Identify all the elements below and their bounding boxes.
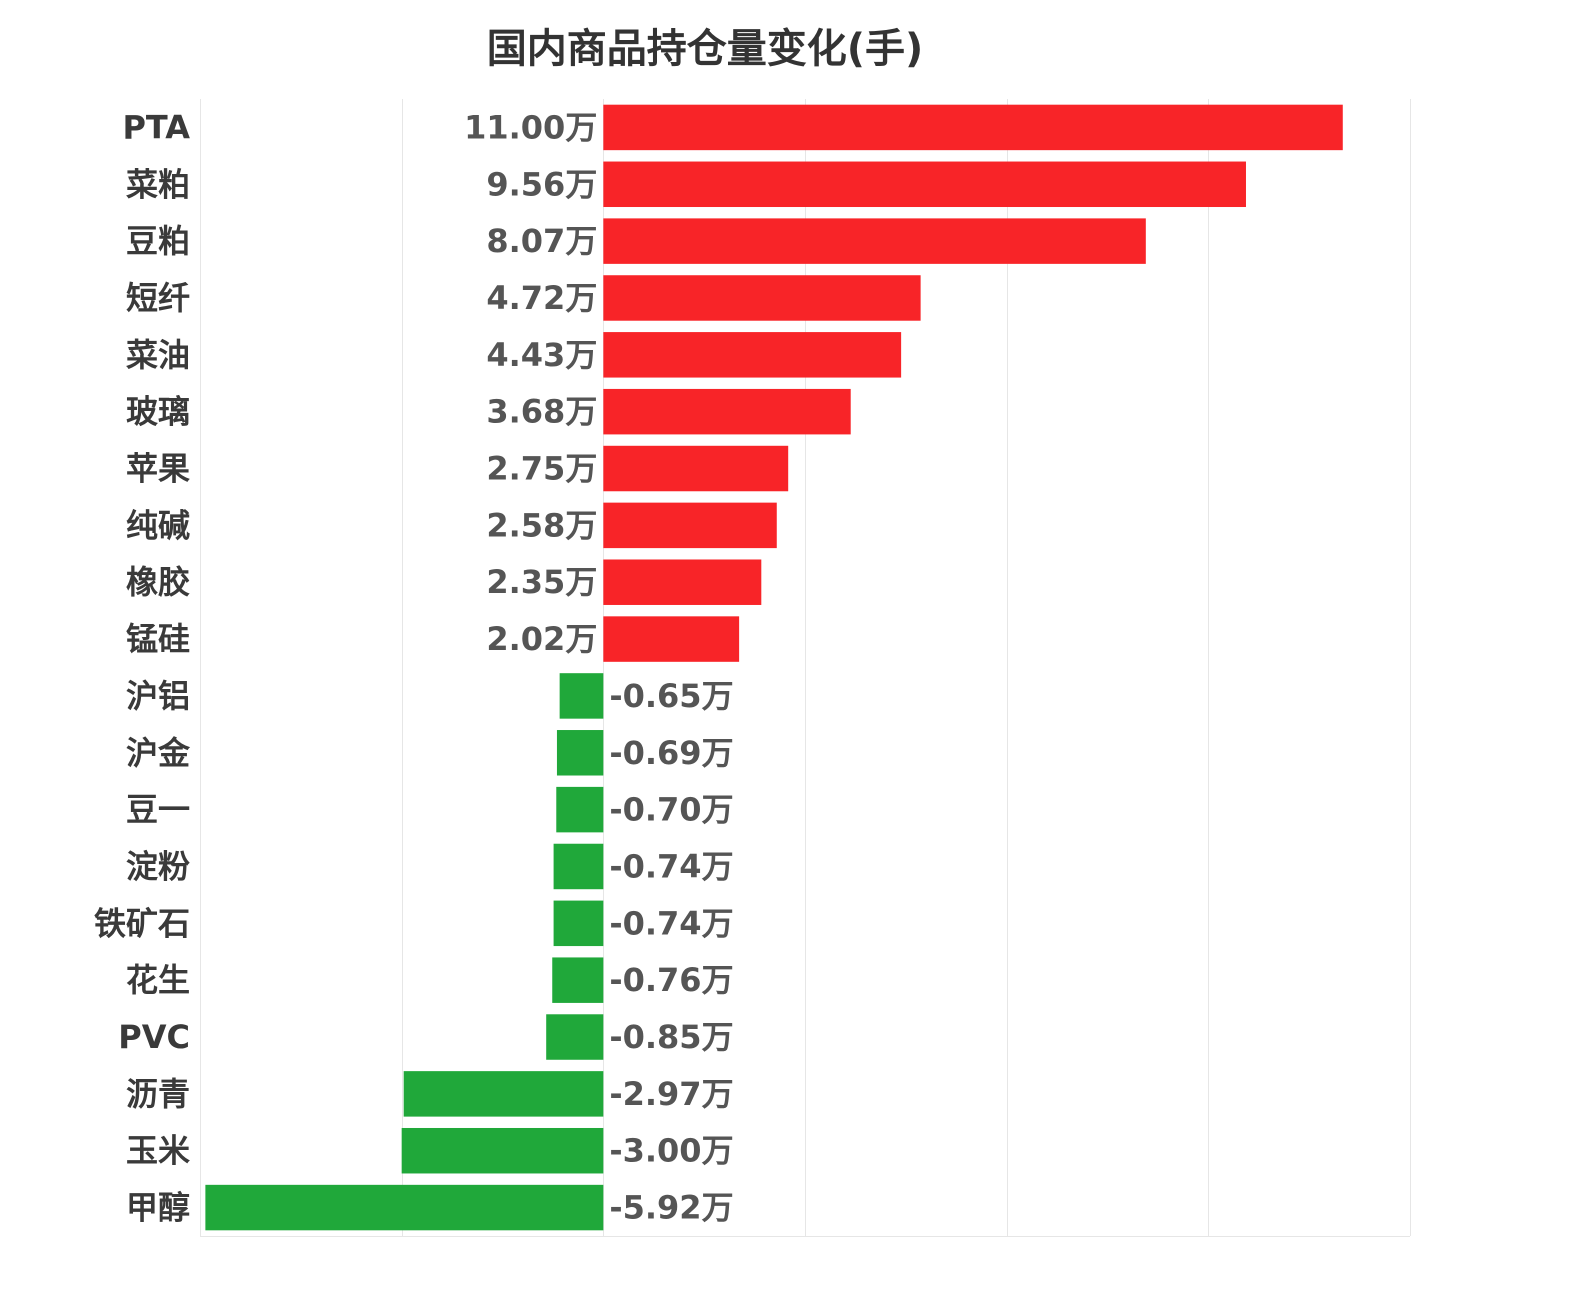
bar <box>553 843 604 890</box>
bar <box>603 104 1343 151</box>
chart-title: 国内商品持仓量变化(手) <box>486 26 924 72</box>
category-label: 菜油 <box>126 336 190 374</box>
bar <box>553 900 604 947</box>
category-label: 沥青 <box>126 1075 190 1113</box>
data-label: -0.70万 <box>609 791 733 829</box>
data-label: 8.07万 <box>486 222 597 260</box>
bar <box>403 1071 604 1117</box>
category-label: 沪金 <box>126 734 191 772</box>
category-label: PTA <box>122 108 190 146</box>
data-label: -2.97万 <box>609 1075 733 1113</box>
data-label: -0.85万 <box>609 1018 733 1056</box>
data-label: -5.92万 <box>609 1189 733 1227</box>
bar <box>603 616 740 662</box>
data-label: -0.74万 <box>609 904 733 942</box>
bar <box>603 218 1146 264</box>
bar <box>552 957 604 1003</box>
data-label: -0.76万 <box>609 961 733 999</box>
category-label: 纯碱 <box>126 506 190 544</box>
category-label: 玉米 <box>126 1132 190 1170</box>
category-label: 橡胶 <box>126 563 190 601</box>
bar <box>603 559 762 605</box>
category-label: 锰硅 <box>126 620 190 658</box>
category-label: 豆粕 <box>126 222 190 260</box>
bar <box>556 786 604 833</box>
data-label: 4.43万 <box>486 336 597 374</box>
data-label: -0.74万 <box>609 847 733 885</box>
category-label: 沪铝 <box>126 677 190 715</box>
data-label: -0.69万 <box>609 734 733 772</box>
bar <box>603 445 789 492</box>
bar <box>546 1014 604 1060</box>
bar <box>205 1184 604 1231</box>
data-label: 11.00万 <box>464 108 597 146</box>
data-label: 2.75万 <box>486 450 597 488</box>
bar <box>603 161 1246 208</box>
bar <box>603 502 777 549</box>
category-label: 淀粉 <box>126 847 190 885</box>
category-label: 菜粕 <box>126 165 190 203</box>
category-label: 苹果 <box>126 450 190 488</box>
bar <box>401 1127 604 1174</box>
data-label: 4.72万 <box>486 279 597 317</box>
bar <box>603 275 921 321</box>
category-label: 甲醇 <box>126 1189 190 1227</box>
bar <box>559 673 604 719</box>
data-label: 3.68万 <box>486 393 597 431</box>
data-label: -3.00万 <box>609 1132 733 1170</box>
data-label: 2.35万 <box>486 563 597 601</box>
category-label: 短纤 <box>126 279 190 317</box>
data-label: -0.65万 <box>609 677 733 715</box>
category-label: 豆一 <box>126 791 190 829</box>
bar <box>556 730 604 776</box>
category-label: 花生 <box>126 961 190 999</box>
bar <box>603 388 851 435</box>
data-label: 2.58万 <box>486 506 597 544</box>
bar <box>603 332 902 378</box>
data-label: 9.56万 <box>486 165 597 203</box>
category-label: 铁矿石 <box>94 904 190 942</box>
data-label: 2.02万 <box>486 620 597 658</box>
category-label: 玻璃 <box>126 393 190 431</box>
category-label: PVC <box>118 1018 190 1056</box>
